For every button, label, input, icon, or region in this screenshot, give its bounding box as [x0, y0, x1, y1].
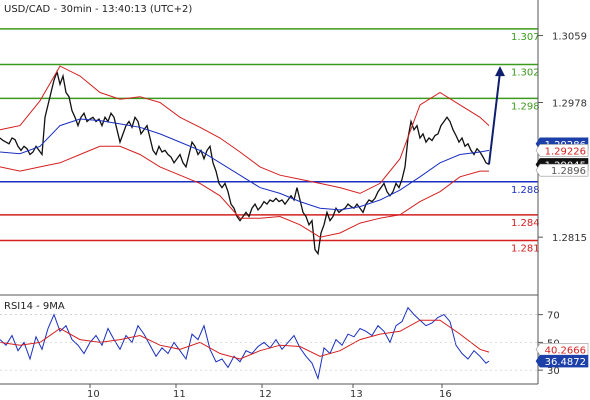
x-tick-label: 10 [87, 389, 100, 400]
level-label: 1.284 [511, 218, 540, 229]
price-tag-label: 36.4872 [545, 357, 586, 368]
series-price [0, 69, 490, 256]
series-moving-average [0, 118, 490, 211]
level-label: 1.288 [511, 185, 540, 196]
rsi-title: RSI14 - 9MA [4, 301, 65, 312]
level-label: 1.281 [511, 243, 540, 254]
x-tick-label: 11 [173, 389, 186, 400]
series-signal-ma [0, 319, 490, 360]
rsi-panel: RSI14 - 9MA [0, 301, 538, 381]
series-bollinger-lower [0, 145, 489, 238]
level-label: 1.302 [511, 67, 540, 78]
x-tick-label: 16 [439, 389, 452, 400]
series-bollinger-upper [0, 65, 490, 194]
price-tag [535, 343, 589, 356]
y-tick-label: 1.3059 [552, 32, 587, 43]
projection-arrow-shaft [488, 71, 501, 165]
projection-arrow-head [495, 66, 505, 77]
level-label: 1.307 [511, 32, 540, 43]
y-tick-label: 1.2978 [552, 98, 587, 109]
x-tick-label: 13 [350, 389, 363, 400]
level-label: 1.298 [511, 101, 540, 112]
price-tag [535, 144, 589, 157]
price-tag-label: 1.2896 [551, 166, 586, 177]
chart-title: USD/CAD - 30min - 13:40:13 (UTC+2) [4, 4, 192, 15]
rsi-tick-label: 70 [547, 311, 560, 322]
price-tag-label: 1.29226 [545, 146, 586, 157]
price-tags: 1.292861.292261.290451.289640.266636.487… [535, 137, 589, 368]
price-tag [535, 163, 589, 177]
rsi-tick-label: 30 [547, 366, 560, 377]
x-tick-label: 12 [259, 389, 272, 400]
x-axis: 10 11 12 13 16 [87, 384, 452, 400]
y-tick-label: 1.2815 [552, 233, 587, 244]
price-tag-label: 40.2666 [545, 345, 586, 356]
series-rsi [0, 306, 490, 381]
price-tag [535, 354, 589, 368]
price-panel: 1.307 1.302 1.298 1.288 1.284 1.281 USD/CAD -… [0, 4, 540, 256]
